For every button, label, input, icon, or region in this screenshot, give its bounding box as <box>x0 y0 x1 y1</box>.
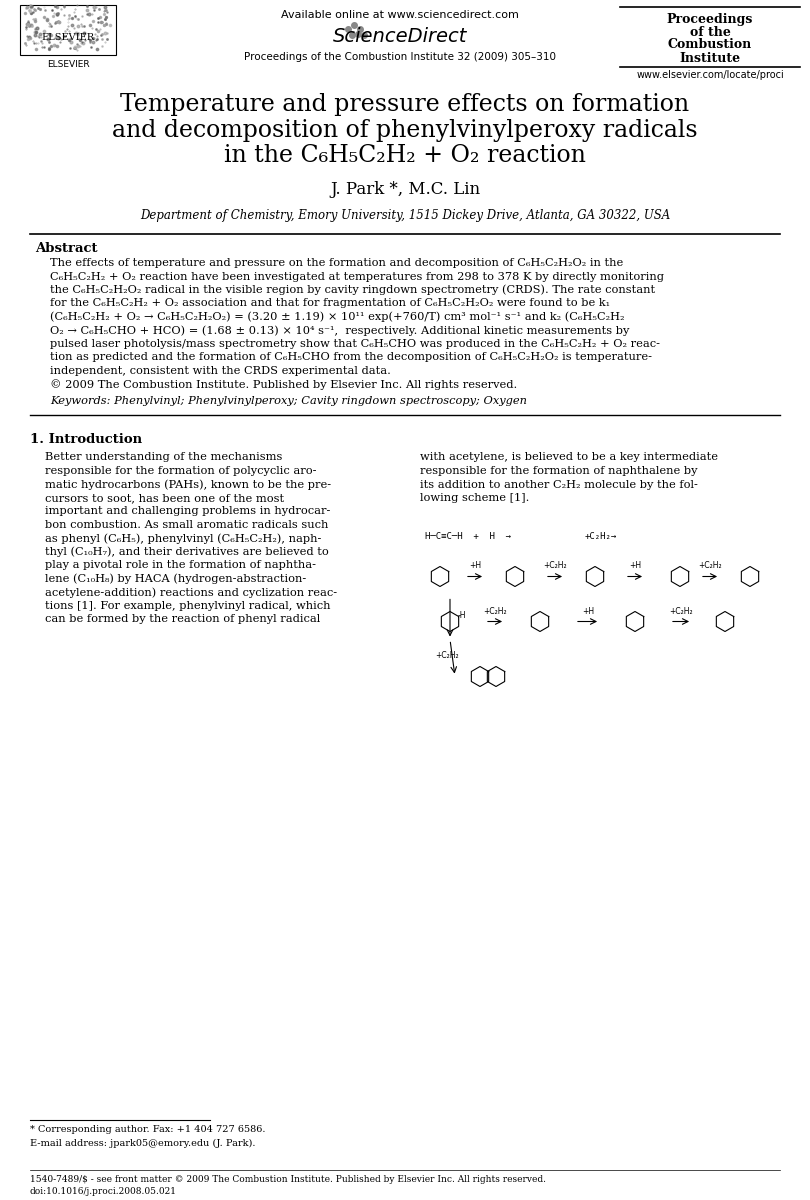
Text: C₆H₅C₂H₂ + O₂ reaction have been investigated at temperatures from 298 to 378 K : C₆H₅C₂H₂ + O₂ reaction have been investi… <box>50 271 664 282</box>
Text: matic hydrocarbons (PAHs), known to be the pre-: matic hydrocarbons (PAHs), known to be t… <box>45 479 331 490</box>
Text: can be formed by the reaction of phenyl radical: can be formed by the reaction of phenyl … <box>45 614 320 624</box>
Text: +H: +H <box>469 562 481 570</box>
Text: important and challenging problems in hydrocar-: important and challenging problems in hy… <box>45 506 330 516</box>
Text: Abstract: Abstract <box>35 241 97 254</box>
Text: pulsed laser photolysis/mass spectrometry show that C₆H₅CHO was produced in the : pulsed laser photolysis/mass spectrometr… <box>50 338 660 349</box>
Text: Institute: Institute <box>680 52 740 65</box>
Text: responsible for the formation of polycyclic aro-: responsible for the formation of polycyc… <box>45 466 317 476</box>
Text: +C₂H₂→: +C₂H₂→ <box>585 532 617 541</box>
Text: independent, consistent with the CRDS experimental data.: independent, consistent with the CRDS ex… <box>50 366 391 376</box>
Text: 1. Introduction: 1. Introduction <box>30 433 142 446</box>
Text: * Corresponding author. Fax: +1 404 727 6586.: * Corresponding author. Fax: +1 404 727 … <box>30 1126 266 1134</box>
Text: for the C₆H₅C₂H₂ + O₂ association and that for fragmentation of C₆H₅C₂H₂O₂ were : for the C₆H₅C₂H₂ + O₂ association and th… <box>50 299 610 308</box>
Text: -H: -H <box>458 611 467 620</box>
Text: play a pivotal role in the formation of naphtha-: play a pivotal role in the formation of … <box>45 560 316 570</box>
Text: tion as predicted and the formation of C₆H₅CHO from the decomposition of C₆H₅C₂H: tion as predicted and the formation of C… <box>50 353 652 362</box>
Text: +H: +H <box>629 562 641 570</box>
Text: doi:10.1016/j.proci.2008.05.021: doi:10.1016/j.proci.2008.05.021 <box>30 1188 177 1196</box>
Text: lowing scheme [1].: lowing scheme [1]. <box>420 493 530 503</box>
Text: 1540-7489/$ - see front matter © 2009 The Combustion Institute. Published by Els: 1540-7489/$ - see front matter © 2009 Th… <box>30 1176 546 1184</box>
Text: Available online at www.sciencedirect.com: Available online at www.sciencedirect.co… <box>281 10 519 20</box>
Text: +C₂H₂: +C₂H₂ <box>435 650 458 660</box>
Text: Combustion: Combustion <box>668 38 752 52</box>
Text: bon combustion. As small aromatic radicals such: bon combustion. As small aromatic radica… <box>45 520 328 530</box>
Text: as phenyl (C₆H₅), phenylvinyl (C₆H₅C₂H₂), naph-: as phenyl (C₆H₅), phenylvinyl (C₆H₅C₂H₂)… <box>45 533 322 544</box>
Text: (C₆H₅C₂H₂ + O₂ → C₆H₅C₂H₂O₂) = (3.20 ± 1.19) × 10¹¹ exp(+760/T) cm³ mol⁻¹ s⁻¹ an: (C₆H₅C₂H₂ + O₂ → C₆H₅C₂H₂O₂) = (3.20 ± 1… <box>50 312 625 323</box>
Text: +C₂H₂: +C₂H₂ <box>484 606 507 616</box>
Text: in the C₆H₅C₂H₂ + O₂ reaction: in the C₆H₅C₂H₂ + O₂ reaction <box>224 144 586 168</box>
Text: and decomposition of phenylvinylperoxy radicals: and decomposition of phenylvinylperoxy r… <box>113 119 697 142</box>
Text: Better understanding of the mechanisms: Better understanding of the mechanisms <box>45 452 283 462</box>
FancyBboxPatch shape <box>20 5 116 55</box>
Text: lene (C₁₀H₈) by HACA (hydrogen-abstraction-: lene (C₁₀H₈) by HACA (hydrogen-abstracti… <box>45 574 306 584</box>
Text: its addition to another C₂H₂ molecule by the fol-: its addition to another C₂H₂ molecule by… <box>420 480 698 490</box>
Text: of the: of the <box>689 25 731 38</box>
Text: J. Park *, M.C. Lin: J. Park *, M.C. Lin <box>330 181 480 198</box>
Text: with acetylene, is believed to be a key intermediate: with acetylene, is believed to be a key … <box>420 452 718 462</box>
Text: Temperature and pressure effects on formation: Temperature and pressure effects on form… <box>121 94 689 116</box>
Text: Keywords: Phenylvinyl; Phenylvinylperoxy; Cavity ringdown spectroscopy; Oxygen: Keywords: Phenylvinyl; Phenylvinylperoxy… <box>50 396 527 406</box>
Text: www.elsevier.com/locate/proci: www.elsevier.com/locate/proci <box>636 70 784 80</box>
Text: Proceedings of the Combustion Institute 32 (2009) 305–310: Proceedings of the Combustion Institute … <box>244 52 556 62</box>
Text: +C₂H₂: +C₂H₂ <box>669 606 693 616</box>
Text: The effects of temperature and pressure on the formation and decomposition of C₆: The effects of temperature and pressure … <box>50 258 623 268</box>
Text: E-mail address: jpark05@emory.edu (J. Park).: E-mail address: jpark05@emory.edu (J. Pa… <box>30 1139 255 1147</box>
Text: ELSEVIER: ELSEVIER <box>47 60 89 68</box>
Text: cursors to soot, has been one of the most: cursors to soot, has been one of the mos… <box>45 493 284 503</box>
Text: O₂ → C₆H₅CHO + HCO) = (1.68 ± 0.13) × 10⁴ s⁻¹,  respectively. Additional kinetic: O₂ → C₆H₅CHO + HCO) = (1.68 ± 0.13) × 10… <box>50 325 629 336</box>
Text: tions [1]. For example, phenylvinyl radical, which: tions [1]. For example, phenylvinyl radi… <box>45 601 330 611</box>
Text: ScienceDirect: ScienceDirect <box>333 28 467 47</box>
Text: +H: +H <box>582 606 594 616</box>
Text: thyl (C₁₀H₇), and their derivatives are believed to: thyl (C₁₀H₇), and their derivatives are … <box>45 547 329 557</box>
Text: Proceedings: Proceedings <box>667 12 753 25</box>
Text: H─C≡C─H  +  H  →: H─C≡C─H + H → <box>425 532 511 541</box>
Text: +C₂H₂: +C₂H₂ <box>698 562 722 570</box>
Text: © 2009 The Combustion Institute. Published by Elsevier Inc. All rights reserved.: © 2009 The Combustion Institute. Publish… <box>50 379 518 390</box>
Text: the C₆H₅C₂H₂O₂ radical in the visible region by cavity ringdown spectrometry (CR: the C₆H₅C₂H₂O₂ radical in the visible re… <box>50 284 655 295</box>
Text: Department of Chemistry, Emory University, 1515 Dickey Drive, Atlanta, GA 30322,: Department of Chemistry, Emory Universit… <box>140 209 670 222</box>
Text: +C₂H₂: +C₂H₂ <box>544 562 567 570</box>
Text: acetylene-addition) reactions and cyclization reac-: acetylene-addition) reactions and cycliz… <box>45 587 337 598</box>
Text: ELSEVIER: ELSEVIER <box>41 32 95 42</box>
Text: responsible for the formation of naphthalene by: responsible for the formation of naphtha… <box>420 466 697 476</box>
